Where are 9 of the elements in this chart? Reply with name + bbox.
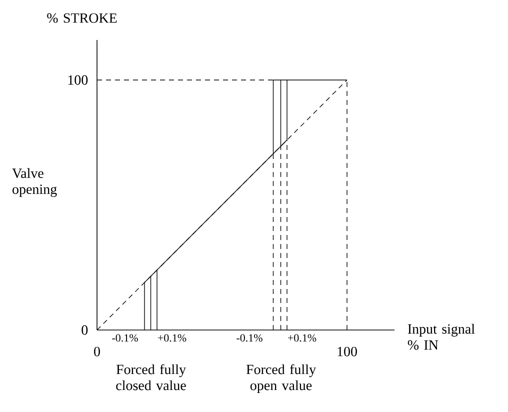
text: -0.1% <box>112 334 138 342</box>
text: +0.1% <box>288 334 316 342</box>
text: Forced fully closed value <box>116 364 186 390</box>
text: Forced fully open value <box>246 364 316 394</box>
text: % STROKE <box>47 13 117 23</box>
text: +0.1% <box>158 334 186 342</box>
x-axis-title: Input signal % IN <box>408 324 475 350</box>
text: -0.1% <box>236 334 262 342</box>
y-axis-title: Valve opening <box>12 168 57 197</box>
